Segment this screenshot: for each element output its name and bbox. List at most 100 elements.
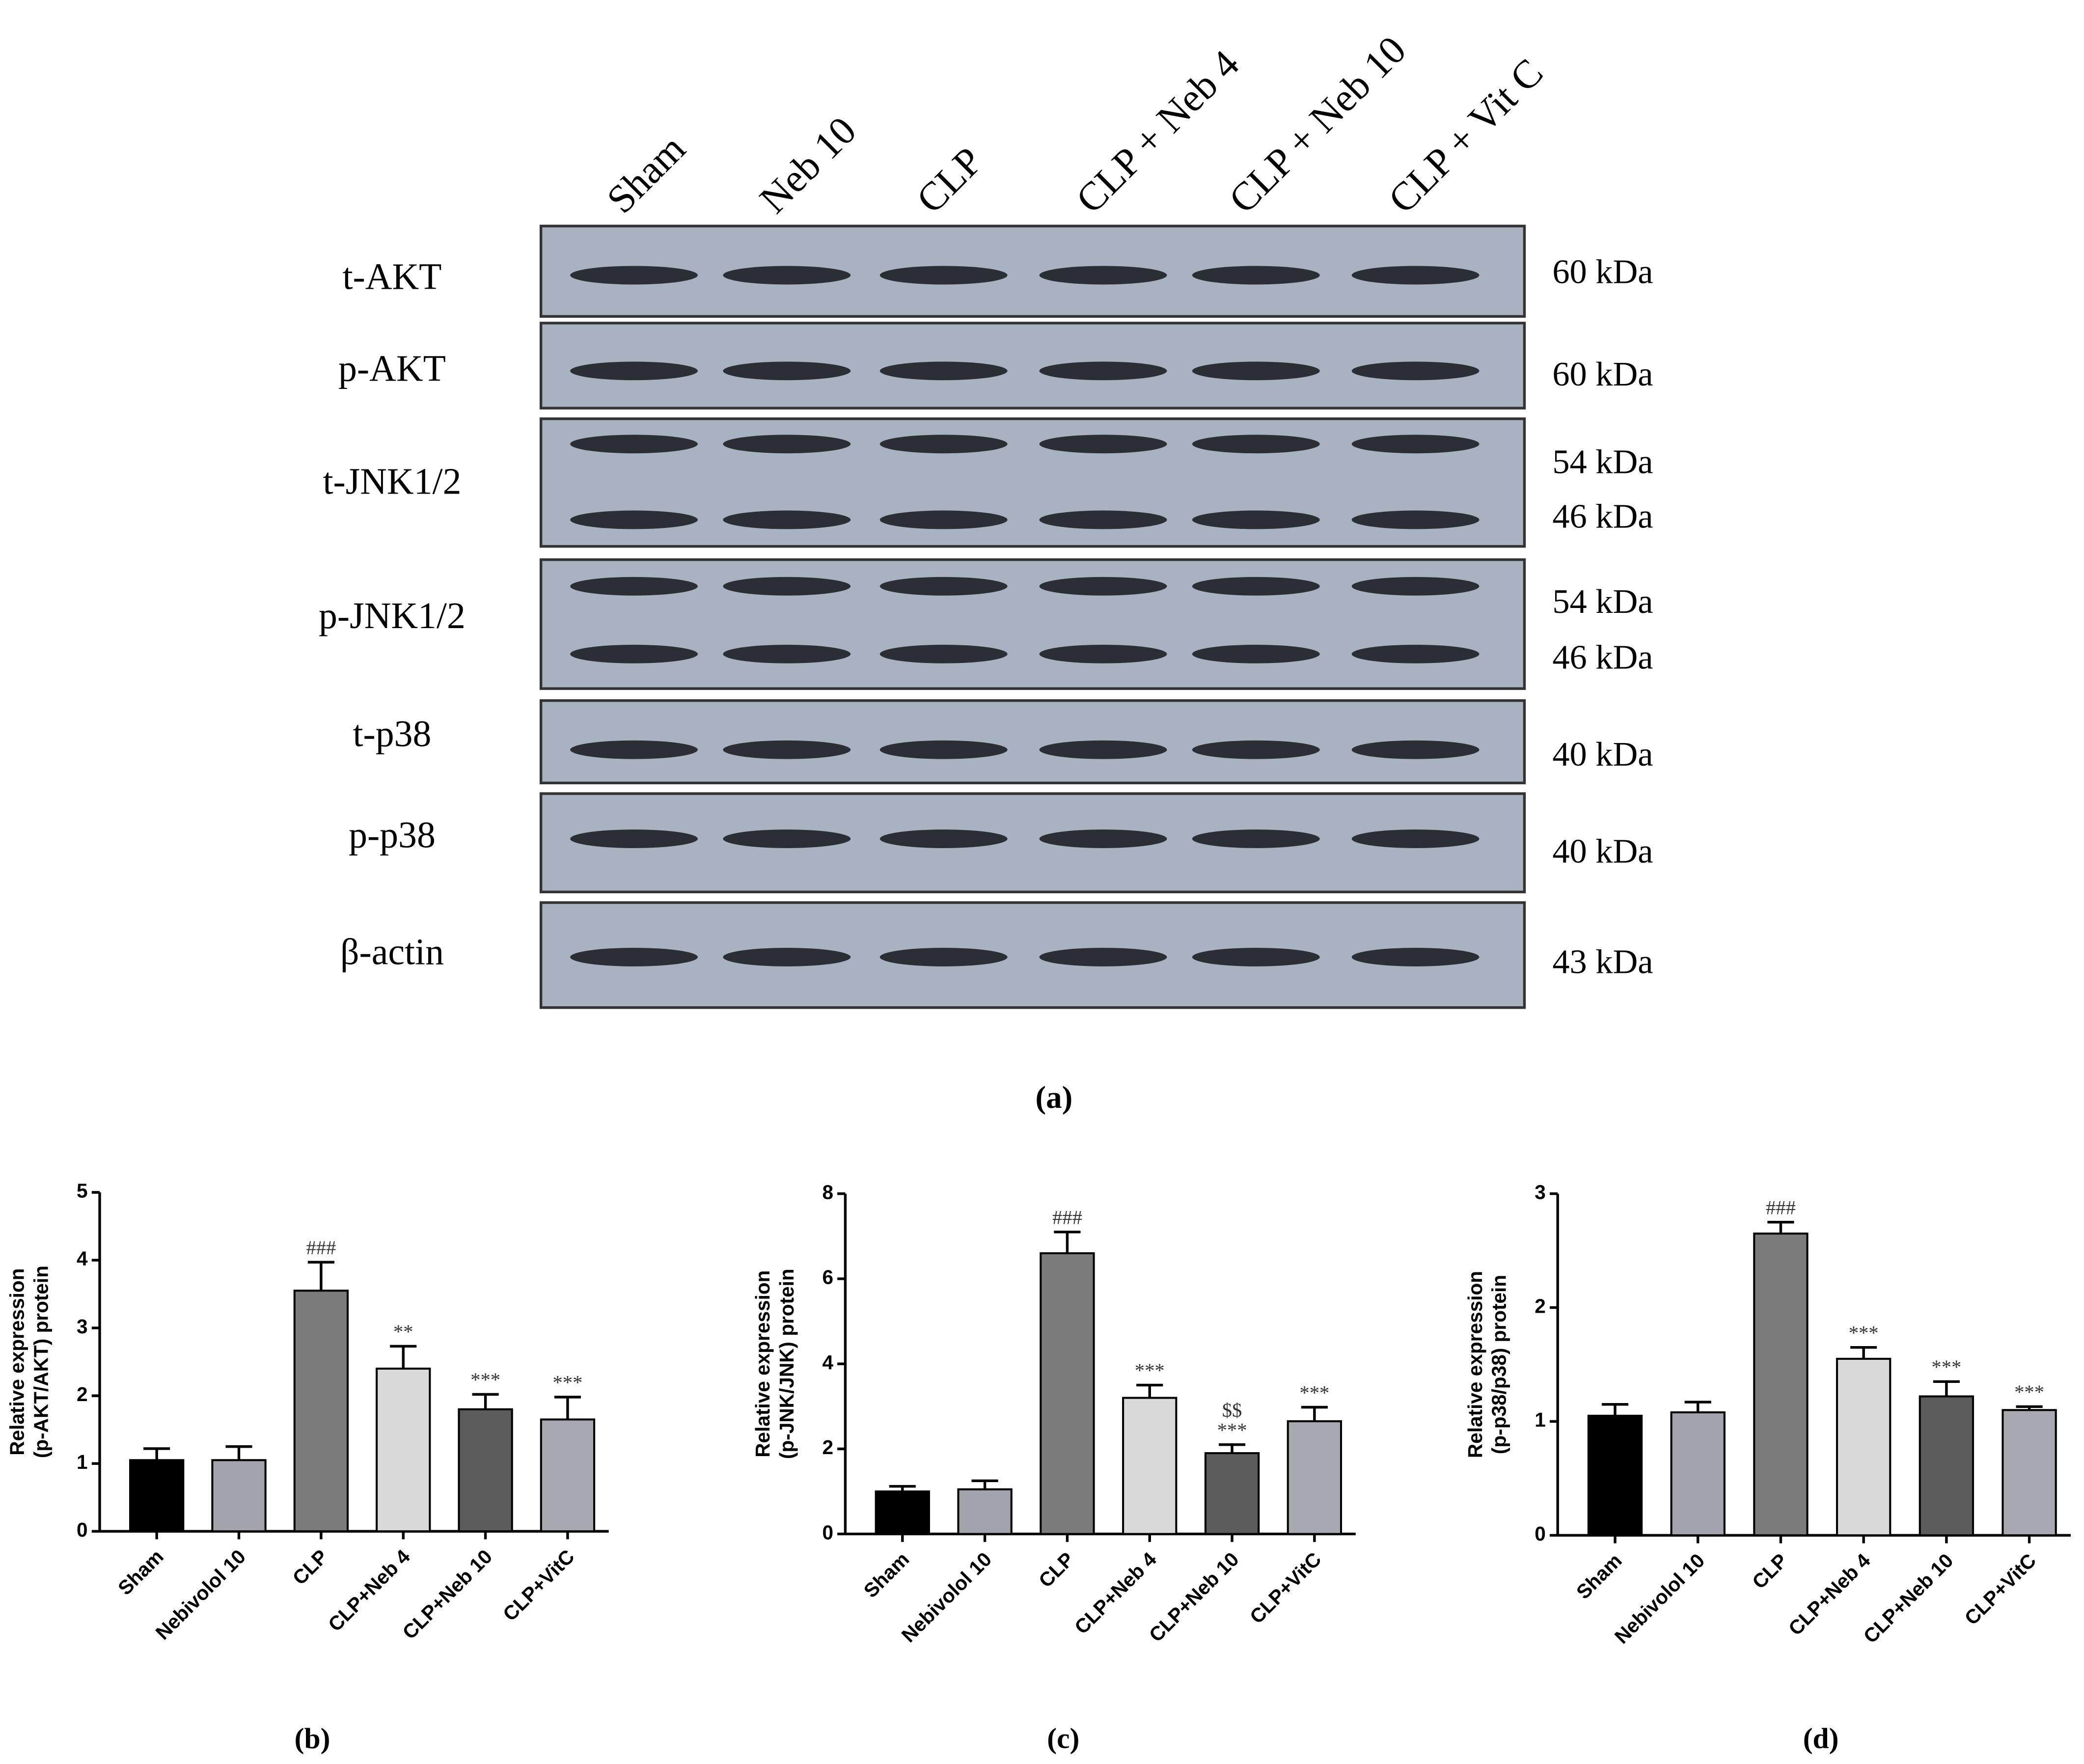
band <box>879 266 1008 285</box>
x-tick-label: Sham <box>859 1548 914 1602</box>
band <box>1351 266 1480 285</box>
band <box>1192 266 1320 285</box>
band <box>1351 829 1480 848</box>
band <box>1351 644 1480 663</box>
band <box>723 510 851 529</box>
band <box>879 510 1008 529</box>
x-tick-label: CLP+Neb 4 <box>1070 1547 1161 1638</box>
y-tick-label: 0 <box>822 1521 833 1544</box>
bar <box>458 1408 513 1533</box>
x-tick-label: CLP+VitC <box>1245 1548 1326 1628</box>
band <box>1351 740 1480 759</box>
bar <box>1753 1232 1809 1537</box>
caption: (d) <box>1803 1722 1839 1754</box>
band <box>723 740 851 759</box>
annotation: ** <box>393 1321 413 1343</box>
annotation: *** <box>470 1369 500 1391</box>
row-label: p-AKT <box>338 348 446 389</box>
band <box>1039 435 1167 454</box>
x-tick-label: CLP+VitC <box>498 1545 579 1626</box>
band <box>1039 266 1167 285</box>
annotation: *** <box>1849 1322 1879 1344</box>
bar <box>376 1367 431 1533</box>
band <box>1039 577 1167 596</box>
band <box>723 266 851 285</box>
band <box>1351 435 1480 454</box>
y-tick-label: 0 <box>1535 1522 1546 1545</box>
y-tick-label: 4 <box>77 1247 88 1270</box>
lane-label: Neb 10 <box>751 108 865 221</box>
bar <box>957 1488 1013 1535</box>
band <box>570 740 698 759</box>
kda-label: 54 kDa <box>1552 443 1653 481</box>
bar <box>1040 1252 1095 1535</box>
y-axis-label: Relative expression <box>1464 1271 1486 1458</box>
band <box>879 435 1008 454</box>
kda-label: 46 kDa <box>1552 638 1653 677</box>
x-tick-label: CLP <box>288 1545 332 1589</box>
annotation: *** <box>2014 1381 2044 1403</box>
x-tick-label: CLP <box>1034 1548 1078 1592</box>
kda-label: 40 kDa <box>1552 735 1653 773</box>
band <box>570 510 698 529</box>
blot-panel <box>539 699 1526 785</box>
band <box>1351 577 1480 596</box>
band <box>1039 829 1167 848</box>
band <box>723 947 851 966</box>
band <box>879 829 1008 848</box>
caption: (b) <box>295 1722 330 1754</box>
band <box>570 829 698 848</box>
bar <box>1204 1452 1260 1535</box>
row-label: β-actin <box>340 932 444 973</box>
band <box>879 644 1008 663</box>
bar <box>540 1418 596 1533</box>
band <box>1351 361 1480 381</box>
x-tick-label: CLP+Neb 4 <box>324 1545 414 1636</box>
band <box>1192 510 1320 529</box>
band <box>570 577 698 596</box>
y-tick-label: 2 <box>822 1436 833 1459</box>
bar <box>1287 1420 1343 1535</box>
bar <box>1587 1414 1643 1537</box>
bar <box>293 1290 349 1533</box>
y-tick-label: 0 <box>77 1518 88 1541</box>
band <box>1039 510 1167 529</box>
y-tick-label: 2 <box>77 1383 88 1406</box>
annotation: *** <box>553 1372 583 1394</box>
band <box>1192 577 1320 596</box>
blot-panel <box>539 322 1526 410</box>
kda-label: 60 kDa <box>1552 253 1653 291</box>
kda-label: 54 kDa <box>1552 582 1653 621</box>
band <box>879 740 1008 759</box>
x-tick-label: Sham <box>1572 1549 1626 1603</box>
y-tick-label: 4 <box>822 1351 833 1374</box>
annotation: ### <box>1052 1206 1082 1228</box>
y-tick-label: 1 <box>77 1451 88 1473</box>
band <box>570 947 698 966</box>
band <box>1192 829 1320 848</box>
band <box>1351 947 1480 966</box>
kda-label: 43 kDa <box>1552 942 1653 981</box>
band <box>723 829 851 848</box>
band <box>1039 740 1167 759</box>
band <box>1192 435 1320 454</box>
kda-label: 60 kDa <box>1552 355 1653 393</box>
y-axis-label: (p-p38/p38) protein <box>1488 1275 1510 1454</box>
row-label: p-JNK1/2 <box>319 595 466 636</box>
x-tick-label: CLP+Neb 4 <box>1784 1549 1875 1640</box>
y-tick-label: 2 <box>1535 1295 1546 1317</box>
band <box>1192 740 1320 759</box>
row-label: p-p38 <box>349 814 436 855</box>
annotation: *** <box>1931 1356 1961 1378</box>
caption: (c) <box>1047 1722 1079 1754</box>
band <box>879 361 1008 381</box>
lane-label: CLP + Neb 4 <box>1068 42 1248 222</box>
y-tick-label: 3 <box>77 1315 88 1338</box>
y-axis-label: Relative expression <box>751 1270 774 1458</box>
bar <box>1122 1397 1178 1535</box>
y-axis-label: (p-AKT/AKT) protein <box>29 1266 52 1458</box>
band <box>1192 947 1320 966</box>
row-label: t-p38 <box>353 714 431 755</box>
band <box>1192 644 1320 663</box>
kda-label: 40 kDa <box>1552 832 1653 871</box>
